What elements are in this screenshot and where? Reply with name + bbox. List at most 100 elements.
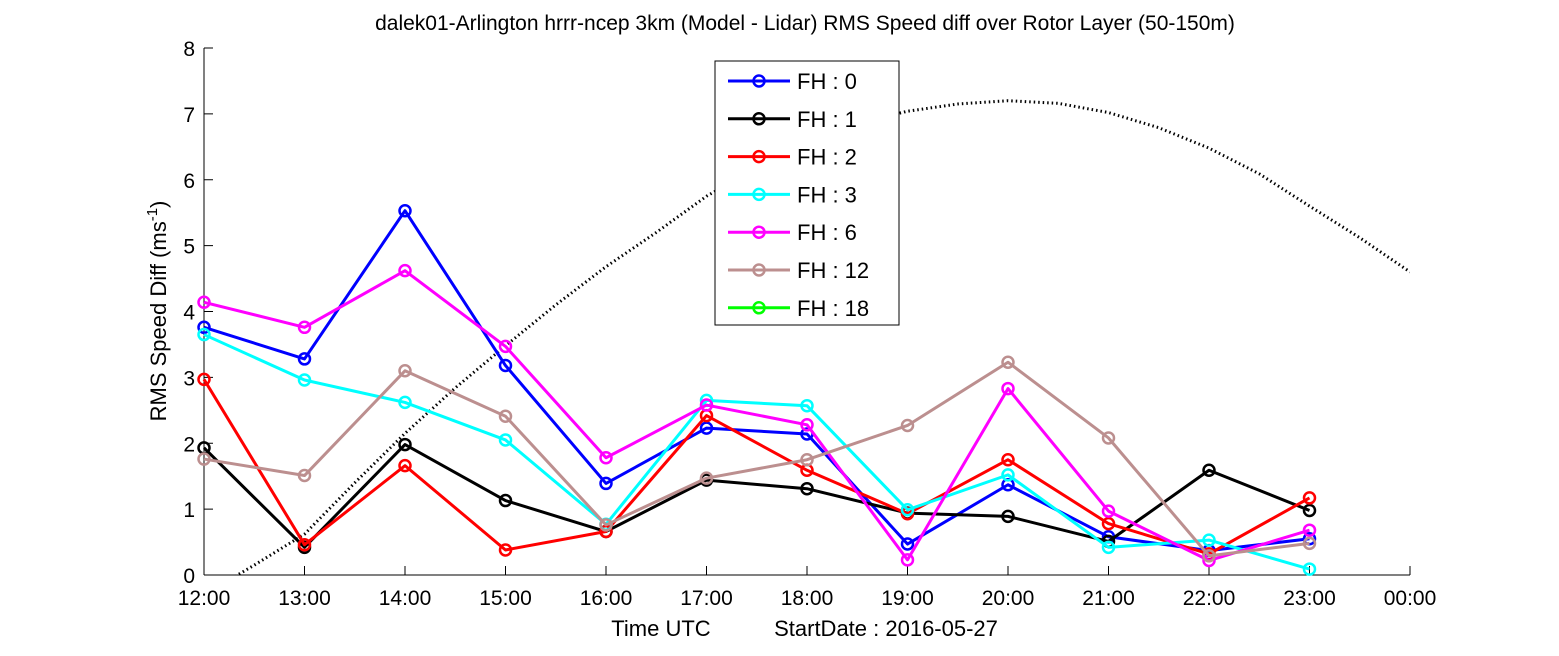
x-tick-label: 18:00 [781,587,834,610]
data-point [197,295,211,310]
legend-swatch-marker [752,112,766,126]
legend-label: FH : 1 [797,107,857,132]
series-line [203,360,1310,558]
legend-label: FH : 2 [797,145,857,170]
data-point [197,320,211,335]
data-point [297,468,312,483]
data-point [297,320,312,335]
x-tick-label: 17:00 [680,587,733,610]
legend-swatch-marker [752,187,766,202]
data-point [498,433,513,447]
y-tick-label: 1 [183,499,195,522]
series-group [197,263,1317,568]
data-point [398,364,412,378]
data-point [900,553,915,567]
y-axis-label-main: RMS Speed Diff (ms [146,221,171,421]
data-point [900,503,915,517]
legend: FH : 0 FH : 1 FH : 2 FH : 3 FH : 6 FH : 12 FH … [714,60,900,326]
data-point [1101,540,1116,555]
data-point [1001,452,1015,467]
data-point [599,476,613,491]
data-point [1302,523,1317,537]
x-axis-label-startdate: StartDate : 2016-05-27 [774,616,998,641]
x-tick-label: 23:00 [1283,587,1336,610]
series-line [203,209,1310,553]
data-point [699,398,714,412]
legend-swatch-marker [752,263,766,277]
y-tick-label: 7 [183,104,195,127]
data-point [1202,549,1216,563]
x-tick-label: 16:00 [580,587,633,610]
data-point [699,471,714,485]
y-tick-label: 0 [183,565,195,588]
y-tick-label: 8 [183,38,195,61]
y-tick-label: 2 [183,433,195,456]
x-axis-label-time: Time UTC [611,616,711,641]
data-point [1001,509,1015,524]
data-point [1101,516,1116,531]
data-point [1302,536,1317,551]
data-point [900,537,915,551]
legend-label: FH : 18 [797,296,869,321]
x-tick-label: 20:00 [982,587,1035,610]
data-point [800,398,814,413]
data-point [800,481,814,496]
y-axis-label-superscript: -1 [144,208,161,221]
y-tick-label: 5 [183,236,195,259]
data-point [197,327,211,342]
x-tick-label: 12:00 [178,587,231,610]
data-point [1001,468,1015,482]
data-point [1001,381,1015,396]
data-point [498,358,513,373]
legend-swatch-marker [752,74,766,88]
y-tick-label: 3 [183,367,195,390]
x-tick-label: 19:00 [881,587,934,610]
data-point [1001,355,1015,369]
data-point [398,437,412,452]
data-point [1202,533,1216,547]
data-point [1202,463,1216,478]
y-tick-label: 4 [183,302,195,325]
data-point [1302,503,1317,518]
legend-swatch-marker [752,149,766,164]
axis-ticks: 12:00 13:00 14:00 15:00 16:00 17:00 18:00 19:00… [178,38,1437,610]
data-point [599,450,613,465]
series-line [203,333,1310,571]
data-point [498,493,513,508]
data-point [1302,562,1317,576]
y-axis-label-close: ) [146,201,171,208]
data-point [197,452,211,466]
data-point [599,518,613,532]
x-tick-label: 22:00 [1183,587,1236,610]
legend-swatch-marker [752,225,766,239]
data-point [498,543,513,557]
data-point [398,395,412,410]
data-point [297,352,312,366]
legend-label: FH : 6 [797,220,857,245]
y-tick-label: 6 [183,170,195,193]
data-point [398,203,412,218]
x-tick-label: 14:00 [379,587,432,610]
data-point [498,339,513,354]
series-group [197,355,1317,563]
series-layer [197,203,1317,576]
data-point [498,409,513,423]
x-tick-label: 21:00 [1082,587,1135,610]
data-point [1101,504,1116,518]
data-point [398,458,412,473]
data-point [297,373,312,387]
y-axis-label: RMS Speed Diff (ms-1) [144,201,171,422]
legend-swatch-marker [752,301,766,315]
data-point [1101,431,1116,445]
data-point [297,537,312,552]
series-line [203,269,1310,563]
data-point [800,418,814,432]
legend-label: FH : 0 [797,69,857,94]
legend-label: FH : 12 [797,258,869,283]
data-point [699,421,714,435]
x-tick-label: 13:00 [278,587,331,610]
x-tick-label: 15:00 [479,587,532,610]
chart-title: dalek01-Arlington hrrr-ncep 3km (Model -… [375,12,1235,35]
legend-label: FH : 3 [797,182,857,207]
